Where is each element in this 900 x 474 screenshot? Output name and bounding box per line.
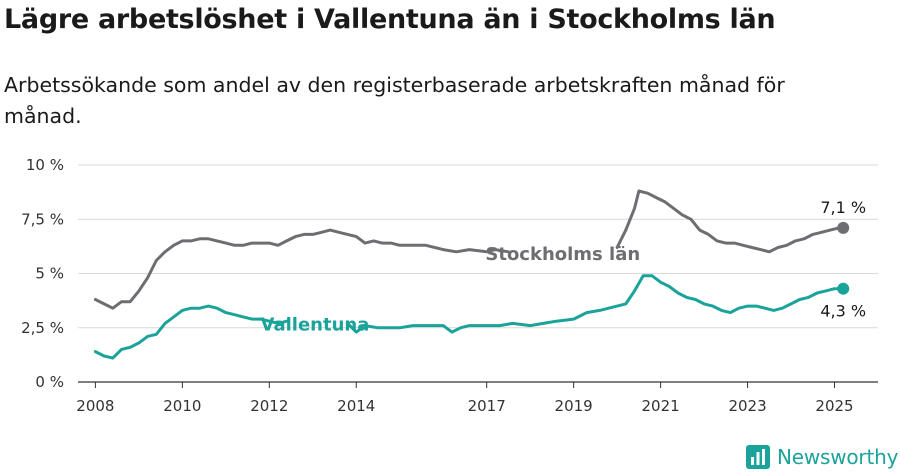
y-axis-ticks: 0 % 2,5 % 5 % 7,5 % 10 %	[21, 156, 64, 391]
x-tick-label: 2021	[642, 397, 680, 415]
series-line-stockholms-lan	[93, 228, 510, 310]
series-end-point	[837, 282, 850, 295]
x-tick-label: 2012	[250, 397, 288, 415]
series-name-label: Vallentuna	[261, 314, 370, 335]
y-tick-label: 7,5 %	[21, 210, 64, 228]
newsworthy-logo-icon	[746, 445, 770, 469]
series-lines	[93, 189, 850, 360]
series-line-stockholms-lan	[615, 189, 845, 254]
grid-lines	[78, 164, 878, 383]
series-labels: 7,1 % 4,3 % Stockholms län Vallentuna	[261, 198, 867, 335]
x-tick-label: 2008	[76, 397, 114, 415]
y-tick-label: 2,5 %	[21, 319, 64, 337]
page-title: Lägre arbetslöshet i Vallentuna än i Sto…	[4, 4, 776, 35]
y-tick-label: 0 %	[35, 373, 64, 391]
x-tick-label: 2025	[815, 397, 853, 415]
series-end-point	[837, 221, 850, 234]
series-name-label: Stockholms län	[485, 244, 640, 265]
y-tick-label: 10 %	[26, 156, 64, 174]
series-line-vallentuna	[93, 304, 289, 360]
series-line-vallentuna	[346, 274, 845, 334]
x-tick-label: 2019	[555, 397, 593, 415]
x-tick-label: 2017	[468, 397, 506, 415]
x-tick-label: 2010	[163, 397, 201, 415]
series-end-value-label: 4,3 %	[820, 302, 866, 321]
series-end-value-label: 7,1 %	[820, 198, 866, 217]
logo-text: Newsworthy	[777, 445, 899, 469]
y-tick-label: 5 %	[35, 265, 64, 283]
x-tick-label: 2023	[728, 397, 766, 415]
x-tick-label: 2014	[337, 397, 375, 415]
newsworthy-logo: Newsworthy	[745, 444, 898, 470]
x-axis-ticks: 2008 2010 2012 2014 2017 2019 2021 2023 2025	[76, 382, 854, 415]
page-subtitle: Arbetssökande som andel av den registerb…	[4, 73, 785, 128]
